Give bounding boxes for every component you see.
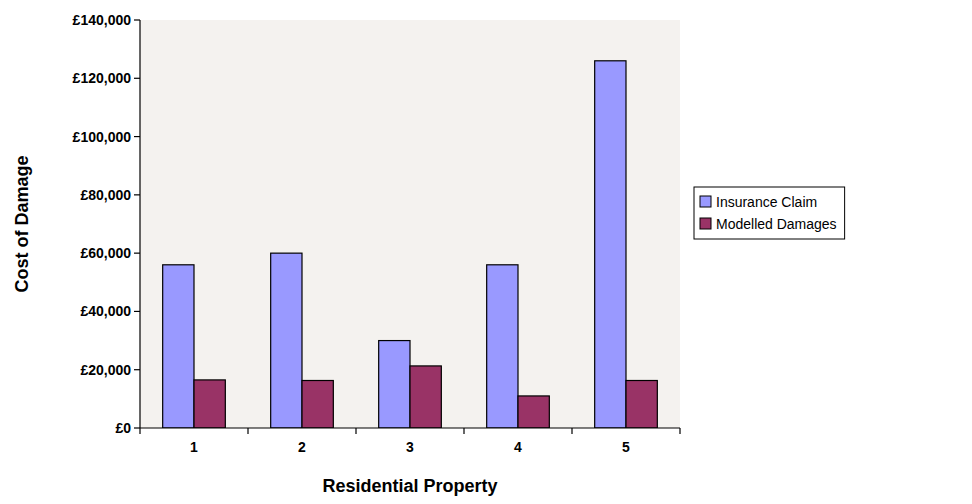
y-tick [134, 311, 140, 312]
chart: £0 £20,000 £40,000 £60,000 £80,000 £100,000 £1… [0, 0, 972, 504]
y-tick [134, 136, 140, 137]
legend-box [694, 187, 845, 239]
x-tick [463, 428, 464, 434]
legend: Insurance Claim Modelled Damages [694, 187, 845, 239]
x-tick-label: 4 [514, 439, 522, 455]
y-tick [134, 369, 140, 370]
x-axis-title: Residential Property [322, 476, 497, 496]
x-tick-label: 1 [190, 439, 198, 455]
y-tick-label: £0 [115, 420, 131, 436]
y-axis [139, 20, 140, 428]
x-tick [247, 428, 248, 434]
bar [271, 253, 302, 428]
y-tick [134, 194, 140, 195]
y-tick [134, 427, 140, 428]
bar [194, 380, 225, 428]
y-tick [134, 19, 140, 20]
bar [626, 380, 657, 428]
bar [518, 396, 549, 428]
bar [595, 61, 626, 428]
y-tick-label: £80,000 [80, 187, 131, 203]
bar [302, 380, 333, 428]
y-tick-label: £140,000 [73, 12, 132, 28]
plot-area [140, 20, 680, 428]
y-tick-label: £120,000 [73, 70, 132, 86]
x-tick-label: 3 [406, 439, 414, 455]
bar [163, 265, 194, 428]
x-tick [571, 428, 572, 434]
y-tick-label: £60,000 [80, 245, 131, 261]
legend-swatch [700, 196, 711, 207]
x-tick-label: 5 [622, 439, 630, 455]
legend-label: Modelled Damages [716, 216, 837, 232]
y-tick-label: £40,000 [80, 303, 131, 319]
y-tick [134, 78, 140, 79]
legend-swatch [700, 218, 711, 229]
y-tick-label: £100,000 [73, 129, 132, 145]
y-tick-label: £20,000 [80, 362, 131, 378]
x-tick [139, 428, 140, 434]
x-axis [140, 427, 680, 428]
x-tick [355, 428, 356, 434]
bar [410, 366, 441, 428]
bar [379, 341, 410, 428]
x-tick [679, 428, 680, 434]
bar [487, 265, 518, 428]
x-tick-label: 2 [298, 439, 306, 455]
y-axis-title: Cost of Damage [12, 155, 32, 292]
y-tick [134, 253, 140, 254]
background [0, 0, 972, 504]
legend-label: Insurance Claim [716, 194, 817, 210]
bars [163, 61, 658, 428]
